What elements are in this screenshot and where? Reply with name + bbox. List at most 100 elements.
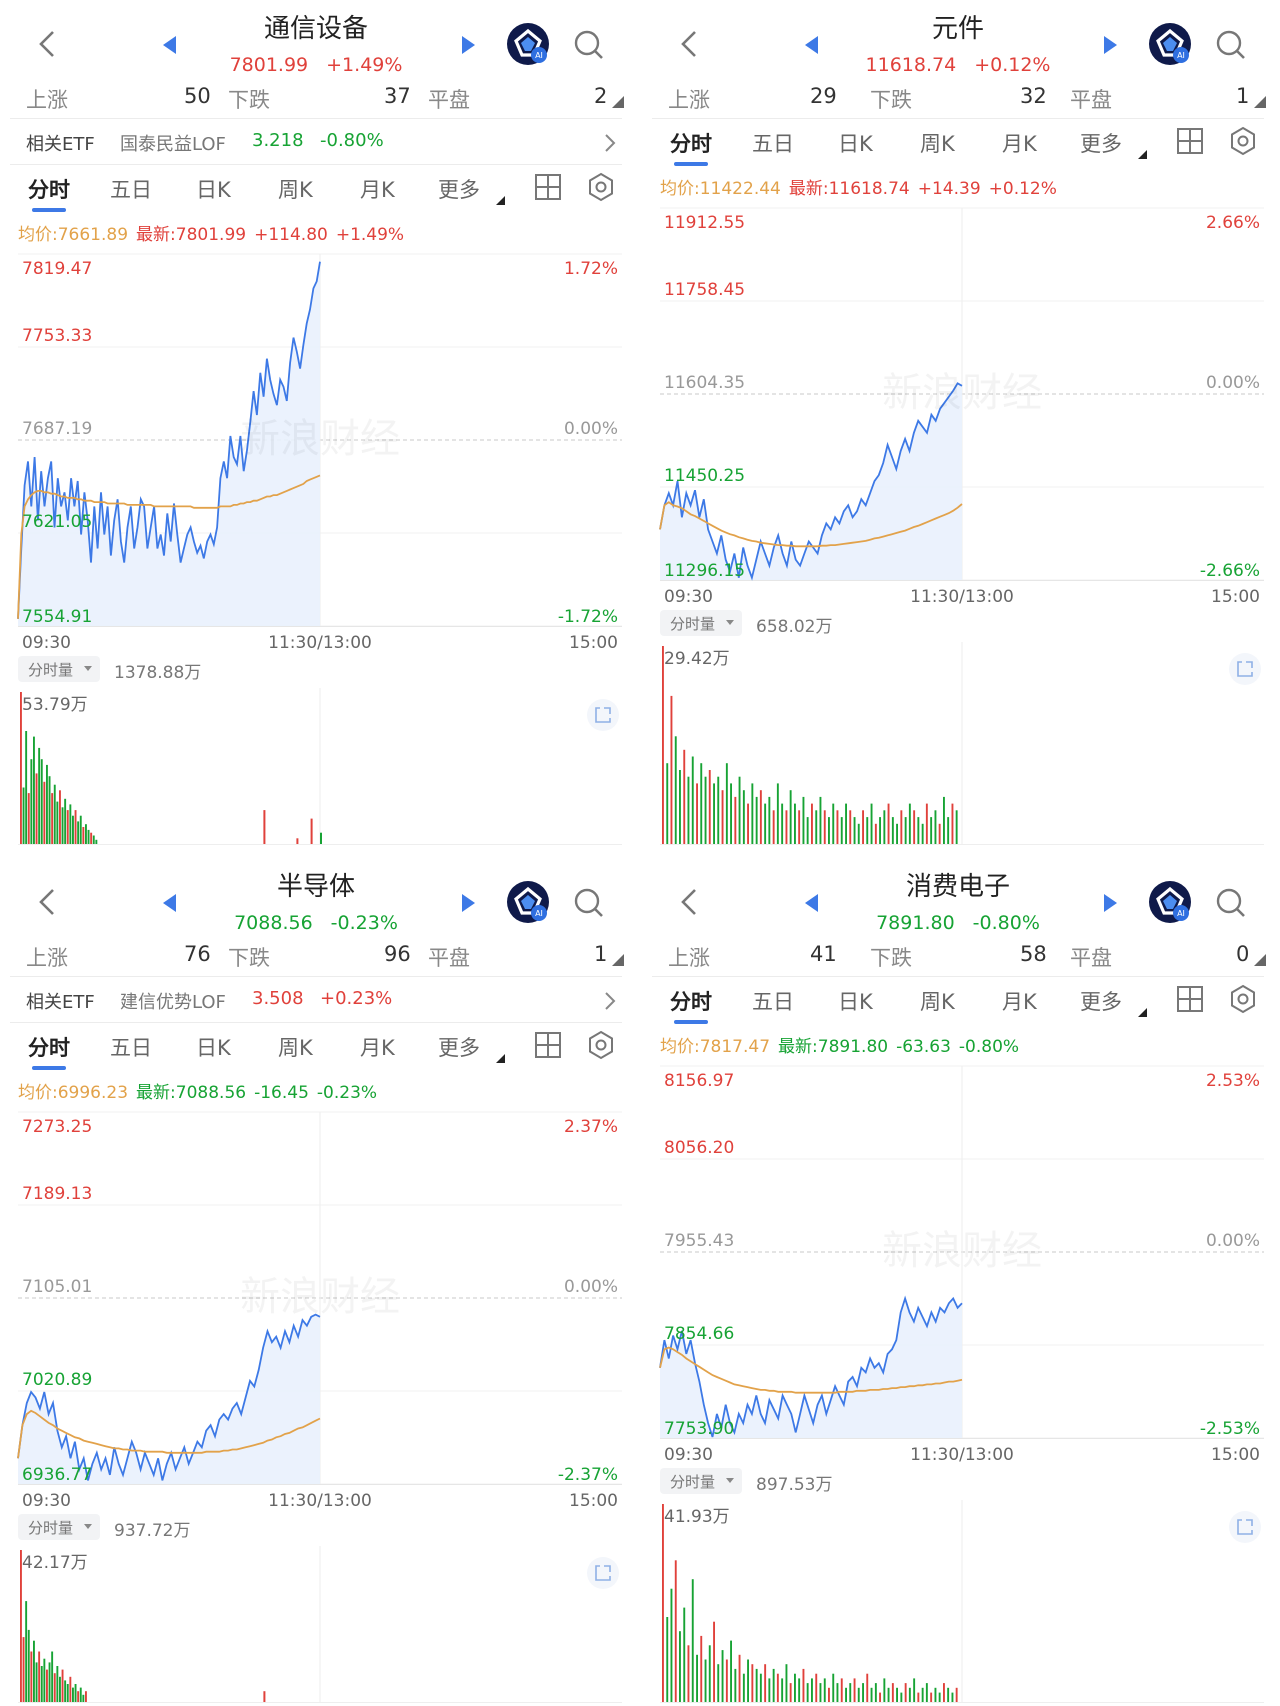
volume-bar xyxy=(85,1691,87,1702)
more-dropdown-icon[interactable] xyxy=(496,1054,505,1063)
breadth-up-count: 41 xyxy=(810,942,837,966)
tab-5[interactable]: 更多 xyxy=(438,1036,480,1060)
tab-0[interactable]: 分时 xyxy=(670,990,712,1014)
ai-assistant-icon[interactable]: AI xyxy=(1148,22,1192,66)
corner-triangle-icon[interactable] xyxy=(612,954,624,966)
triangle-right-icon[interactable] xyxy=(462,894,475,912)
tab-1[interactable]: 五日 xyxy=(752,990,794,1014)
price-summary: 均价:6996.23 最新:7088.56 -16.45 -0.23% xyxy=(18,1078,618,1103)
volume-selector[interactable]: 分时量 xyxy=(660,610,742,636)
chevron-right-icon[interactable] xyxy=(600,990,620,1012)
tab-1[interactable]: 五日 xyxy=(110,1036,152,1060)
search-icon[interactable] xyxy=(572,28,606,62)
volume-bar xyxy=(320,832,322,844)
corner-triangle-icon[interactable] xyxy=(612,96,624,108)
grid-icon[interactable] xyxy=(1175,126,1205,156)
expand-icon[interactable] xyxy=(1228,1510,1262,1544)
grid-icon[interactable] xyxy=(533,172,563,202)
search-icon[interactable] xyxy=(572,886,606,920)
last-pct: +1.49% xyxy=(335,225,405,245)
volume-selector[interactable]: 分时量 xyxy=(660,1468,742,1494)
volume-bar xyxy=(704,776,707,844)
ai-assistant-icon[interactable]: AI xyxy=(506,22,550,66)
more-dropdown-icon[interactable] xyxy=(496,196,505,205)
tab-1[interactable]: 五日 xyxy=(752,132,794,156)
volume-bar xyxy=(310,818,313,844)
triangle-right-icon[interactable] xyxy=(1104,894,1117,912)
ai-assistant-icon[interactable]: AI xyxy=(506,880,550,924)
ai-assistant-icon[interactable]: AI xyxy=(1148,880,1192,924)
chevron-left-icon[interactable] xyxy=(670,24,710,64)
related-etf-row[interactable]: 相关ETF 国泰民益LOF 3.218 -0.80% xyxy=(18,128,618,158)
tab-0[interactable]: 分时 xyxy=(28,1036,70,1060)
tab-4[interactable]: 月K xyxy=(1002,990,1037,1014)
volume-bar xyxy=(802,796,805,844)
tab-0[interactable]: 分时 xyxy=(670,132,712,156)
search-icon[interactable] xyxy=(1214,28,1248,62)
triangle-right-icon[interactable] xyxy=(462,36,475,54)
tab-4[interactable]: 月K xyxy=(360,178,395,202)
more-dropdown-icon[interactable] xyxy=(1138,150,1147,159)
grid-icon[interactable] xyxy=(533,1030,563,1060)
corner-triangle-icon[interactable] xyxy=(1254,96,1266,108)
chevron-left-icon[interactable] xyxy=(670,882,710,922)
tab-0[interactable]: 分时 xyxy=(28,178,70,202)
settings-icon[interactable] xyxy=(586,1030,616,1060)
volume-bar xyxy=(955,1687,958,1702)
settings-icon[interactable] xyxy=(1228,126,1258,156)
corner-triangle-icon[interactable] xyxy=(1254,954,1266,966)
tab-3[interactable]: 周K xyxy=(920,132,955,156)
tab-4[interactable]: 月K xyxy=(360,1036,395,1060)
tab-3[interactable]: 周K xyxy=(278,178,313,202)
last-change: -63.63 xyxy=(896,1037,951,1057)
price-area xyxy=(18,1314,320,1484)
volume-selector[interactable]: 分时量 xyxy=(18,656,100,682)
settings-icon[interactable] xyxy=(586,172,616,202)
triangle-left-icon[interactable] xyxy=(805,36,818,54)
chevron-left-icon[interactable] xyxy=(28,882,68,922)
tab-3[interactable]: 周K xyxy=(278,1036,313,1060)
tab-2[interactable]: 日K xyxy=(196,1036,231,1060)
panel-header: 消费电子 7891.80 -0.80% AI xyxy=(642,858,1274,948)
breadth-down-label: 下跌 xyxy=(228,88,270,112)
search-icon[interactable] xyxy=(1214,886,1248,920)
time-axis-label: 11:30/13:00 xyxy=(268,633,372,653)
chevron-right-icon[interactable] xyxy=(600,132,620,154)
tab-2[interactable]: 日K xyxy=(196,178,231,202)
related-etf-row[interactable]: 相关ETF 建信优势LOF 3.508 +0.23% xyxy=(18,986,618,1016)
volume-bar xyxy=(908,803,911,844)
pct-tick-label: -2.53% xyxy=(1200,1419,1260,1439)
avg-price: 7661.89 xyxy=(57,225,129,245)
volume-bar xyxy=(30,1651,33,1702)
settings-icon[interactable] xyxy=(1228,984,1258,1014)
expand-icon[interactable] xyxy=(586,698,620,732)
pct-tick-label: -2.37% xyxy=(558,1465,618,1485)
more-dropdown-icon[interactable] xyxy=(1138,1008,1147,1017)
last-label: 最新: xyxy=(136,1083,176,1103)
expand-icon[interactable] xyxy=(586,1556,620,1590)
chevron-left-icon[interactable] xyxy=(28,24,68,64)
y-tick-label: 7554.91 xyxy=(22,607,92,627)
period-tabs: 分时 五日 日K 周K 月K 更多 xyxy=(0,168,632,212)
volume-bar xyxy=(666,763,669,844)
tab-5[interactable]: 更多 xyxy=(438,178,480,202)
volume-bar xyxy=(30,759,33,844)
intraday-chart: 7819.47 7753.33 7687.19 7621.05 7554.91 1.72%… xyxy=(0,244,632,654)
grid-icon[interactable] xyxy=(1175,984,1205,1014)
tab-5[interactable]: 更多 xyxy=(1080,132,1122,156)
tab-2[interactable]: 日K xyxy=(838,990,873,1014)
market-breadth: 上涨 50 下跌 37 平盘 2 xyxy=(0,80,632,116)
triangle-left-icon[interactable] xyxy=(163,36,176,54)
expand-icon[interactable] xyxy=(1228,652,1262,686)
triangle-left-icon[interactable] xyxy=(163,894,176,912)
tab-2[interactable]: 日K xyxy=(838,132,873,156)
volume-selector[interactable]: 分时量 xyxy=(18,1514,100,1540)
triangle-left-icon[interactable] xyxy=(805,894,818,912)
tab-3[interactable]: 周K xyxy=(920,990,955,1014)
volume-bar xyxy=(734,1668,737,1702)
triangle-right-icon[interactable] xyxy=(1104,36,1117,54)
tab-4[interactable]: 月K xyxy=(1002,132,1037,156)
tab-5[interactable]: 更多 xyxy=(1080,990,1122,1014)
tab-1[interactable]: 五日 xyxy=(110,178,152,202)
time-axis-label: 09:30 xyxy=(664,587,713,607)
